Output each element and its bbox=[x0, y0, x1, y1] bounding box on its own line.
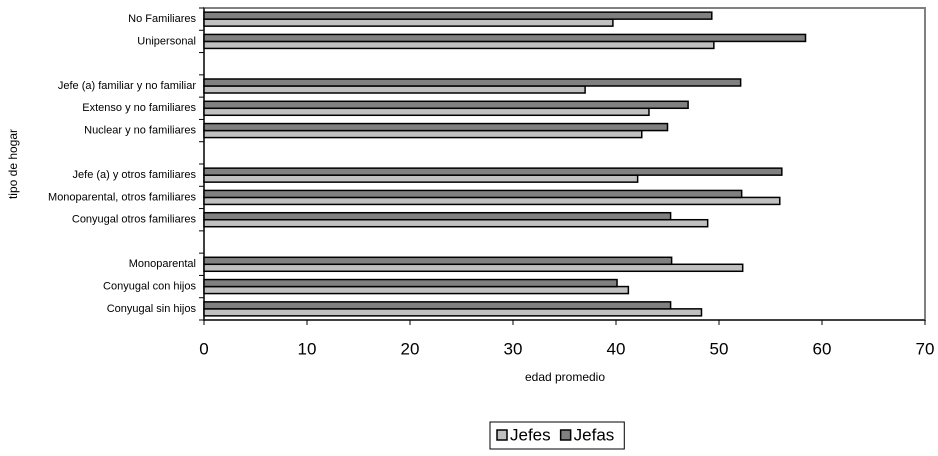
bar bbox=[203, 285, 630, 295]
y-tick-label: Monoparental, otros familiares bbox=[48, 191, 196, 203]
bar bbox=[203, 211, 672, 221]
bar bbox=[203, 196, 781, 206]
x-tick-label: 10 bbox=[298, 339, 317, 358]
bar bbox=[203, 167, 783, 176]
x-tick-label: 40 bbox=[607, 339, 626, 358]
bar bbox=[203, 129, 643, 139]
x-tick-label: 0 bbox=[199, 339, 208, 358]
y-tick-label: Conyugal otros familiares bbox=[72, 214, 197, 226]
x-tick-label: 50 bbox=[710, 339, 729, 358]
bar bbox=[203, 33, 807, 43]
bar bbox=[203, 174, 639, 183]
bar bbox=[203, 78, 742, 87]
x-axis-label: edad promedio bbox=[525, 370, 605, 384]
y-tick-label: Monoparental bbox=[129, 258, 196, 270]
plot-frame bbox=[203, 7, 926, 321]
bar bbox=[203, 85, 586, 94]
x-tick-label: 70 bbox=[916, 339, 935, 358]
legend-box bbox=[489, 421, 625, 450]
x-tick-label: 60 bbox=[813, 339, 832, 358]
bar bbox=[203, 218, 709, 228]
legend-label: Jefas bbox=[574, 425, 615, 444]
x-tick-label: 30 bbox=[504, 339, 523, 358]
bar bbox=[203, 40, 715, 50]
bar bbox=[203, 122, 669, 132]
y-tick-label: No Familiares bbox=[128, 13, 196, 25]
bar bbox=[203, 278, 618, 288]
bar bbox=[203, 100, 689, 110]
y-tick-label: Jefe (a) familiar y no familiar bbox=[58, 80, 196, 92]
legend-swatch bbox=[496, 429, 508, 441]
bar bbox=[203, 263, 744, 273]
bar bbox=[203, 107, 650, 117]
bar bbox=[203, 301, 672, 310]
legend: Jefes Jefas bbox=[489, 421, 625, 450]
y-tick-label: Extenso y no familiares bbox=[82, 102, 196, 114]
y-tick-label: Conyugal con hijos bbox=[103, 280, 196, 292]
y-tick-label: Unipersonal bbox=[137, 35, 196, 47]
bar bbox=[203, 256, 673, 266]
bar bbox=[203, 18, 614, 27]
legend-swatch bbox=[559, 429, 572, 441]
y-tick-label: Jefe (a) y otros familiares bbox=[73, 169, 197, 181]
bar bbox=[203, 308, 703, 317]
y-tick-label: Conyugal sin hijos bbox=[107, 303, 197, 315]
y-axis-label: tipo de hogar bbox=[6, 129, 20, 199]
bar bbox=[203, 11, 713, 20]
x-tick-label: 20 bbox=[401, 339, 420, 358]
bar bbox=[203, 189, 743, 199]
y-tick-label: Nuclear y no familiares bbox=[84, 124, 196, 136]
legend-label: Jefes bbox=[510, 425, 551, 444]
